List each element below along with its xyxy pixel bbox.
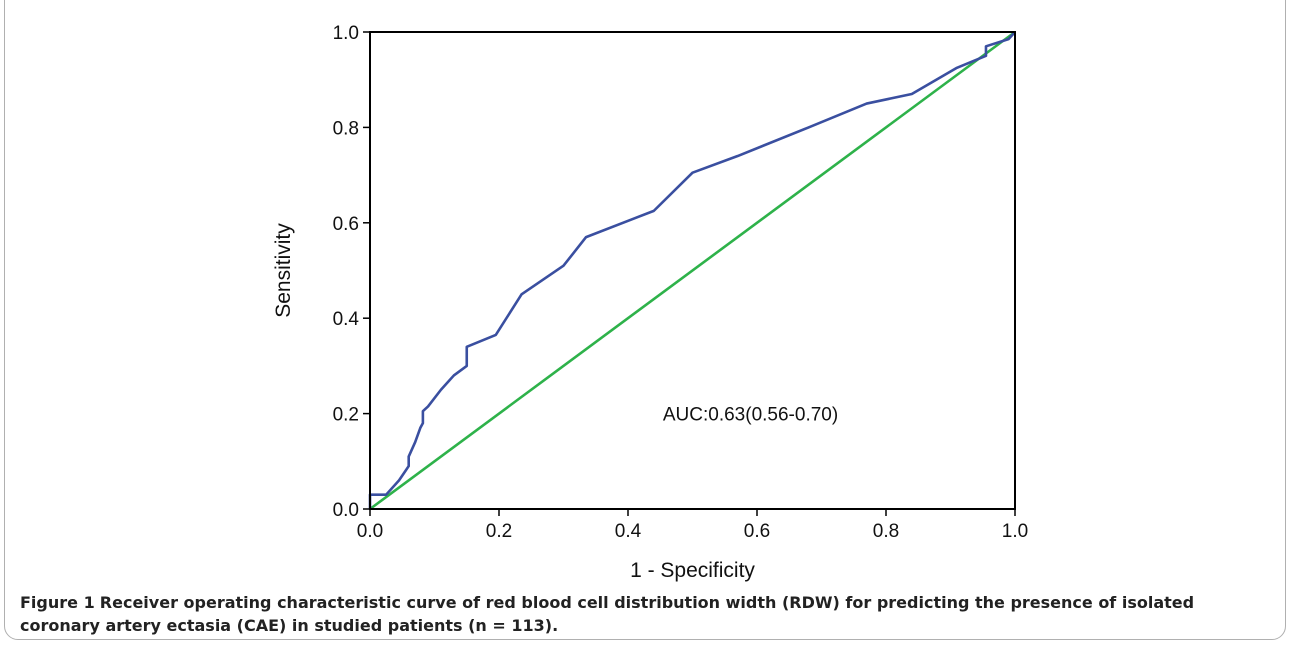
y-tick-label: 0.8 [333,118,359,139]
reference-line [369,30,1016,511]
x-tick-label: 0.4 [615,521,642,542]
roc-chart: 0.0 0.2 0.4 0.6 0.8 1.0 0.0 0.2 0.4 0.6 0.8 1.0 1 … [272,23,1028,582]
x-tick-label: 0.0 [357,521,383,542]
x-tick-label: 0.6 [744,521,770,542]
y-tick-label: 0.2 [333,405,359,426]
y-axis-ticks: 0.0 0.2 0.4 0.6 0.8 1.0 [333,23,370,521]
x-tick-label: 0.2 [486,521,512,542]
x-tick-label: 1.0 [1002,521,1028,542]
y-tick-label: 1.0 [333,23,359,44]
y-axis-title: Sensitivity [272,223,295,318]
caption-text: Receiver operating characteristic curve … [20,593,1195,635]
plot-curves [368,30,1016,511]
x-axis-title: 1 - Specificity [630,559,755,582]
auc-annotation: AUC:0.63(0.56-0.70) [663,405,838,426]
y-tick-label: 0.6 [333,214,359,235]
roc-curve [368,31,1016,509]
x-tick-label: 0.8 [873,521,899,542]
x-axis-ticks: 0.0 0.2 0.4 0.6 0.8 1.0 [357,509,1028,542]
figure-caption: Figure 1 Receiver operating characterist… [20,591,1270,637]
y-tick-label: 0.4 [333,309,360,330]
y-tick-label: 0.0 [333,500,359,521]
plot-frame [369,31,1016,510]
plot-axes [369,31,1016,510]
figure-label: Figure 1 [20,593,95,612]
figure-frame [4,0,1286,640]
